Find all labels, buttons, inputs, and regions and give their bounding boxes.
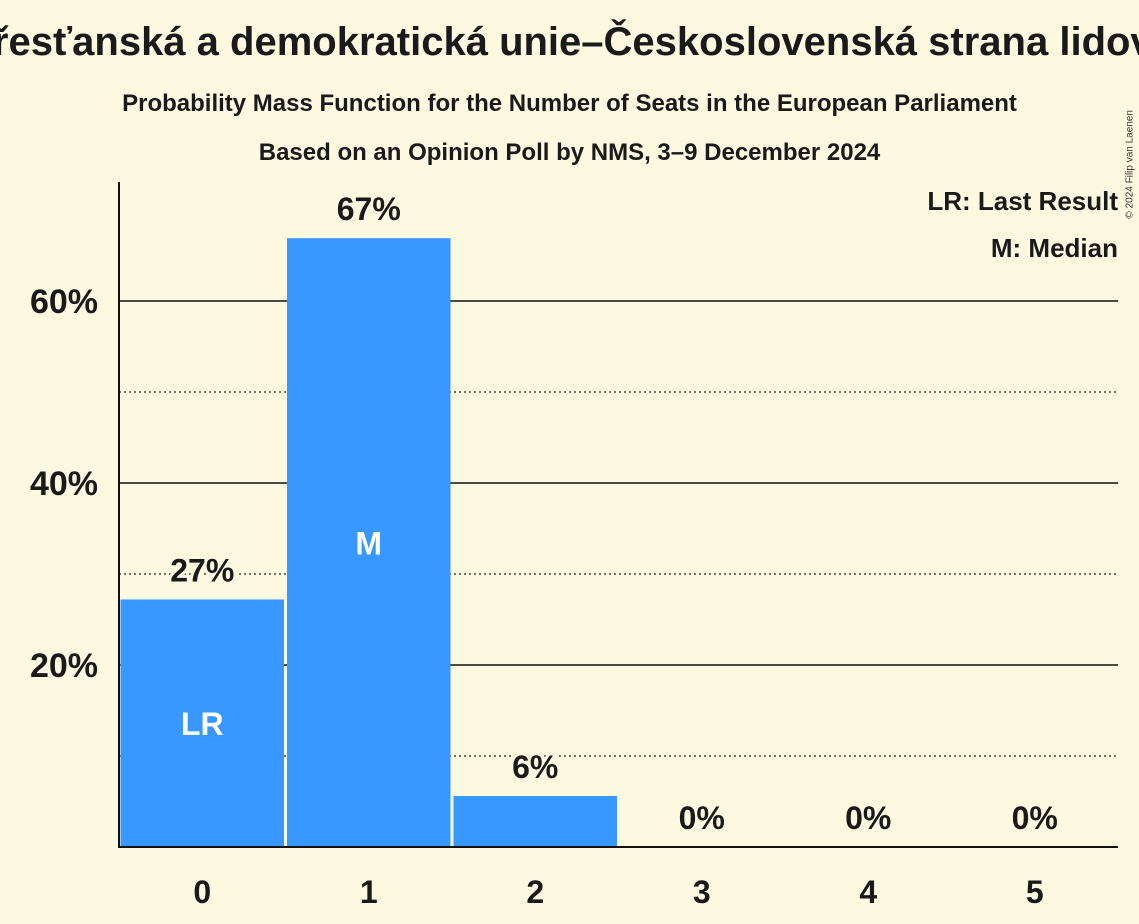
x-tick-label: 5 (1026, 874, 1044, 910)
bar-marker-lr: LR (181, 706, 224, 742)
data-label: 6% (512, 749, 558, 785)
x-tick-label: 3 (693, 874, 711, 910)
chart-subtitle: Probability Mass Function for the Number… (122, 90, 1017, 117)
data-label: 0% (845, 800, 891, 836)
x-tick-label: 1 (360, 874, 378, 910)
data-label: 0% (1012, 800, 1058, 836)
bar-marker-m: M (355, 526, 382, 562)
chart-title: Křesťanská a demokratická unie–Českoslov… (0, 20, 1139, 64)
bar (453, 796, 617, 847)
chart-subtitle-2: Based on an Opinion Poll by NMS, 3–9 Dec… (258, 139, 881, 166)
data-label: 27% (170, 552, 234, 588)
y-tick-label: 20% (30, 647, 98, 685)
x-tick-label: 4 (859, 874, 877, 910)
y-tick-label: 40% (30, 465, 98, 503)
legend-entry: LR: Last Result (927, 186, 1118, 216)
bar (120, 599, 284, 847)
data-label: 0% (679, 800, 725, 836)
legend-entry: M: Median (991, 233, 1118, 263)
y-tick-label: 60% (30, 283, 98, 321)
data-label: 67% (337, 191, 401, 227)
bar (287, 238, 451, 847)
x-tick-label: 0 (193, 874, 211, 910)
x-tick-label: 2 (526, 874, 544, 910)
